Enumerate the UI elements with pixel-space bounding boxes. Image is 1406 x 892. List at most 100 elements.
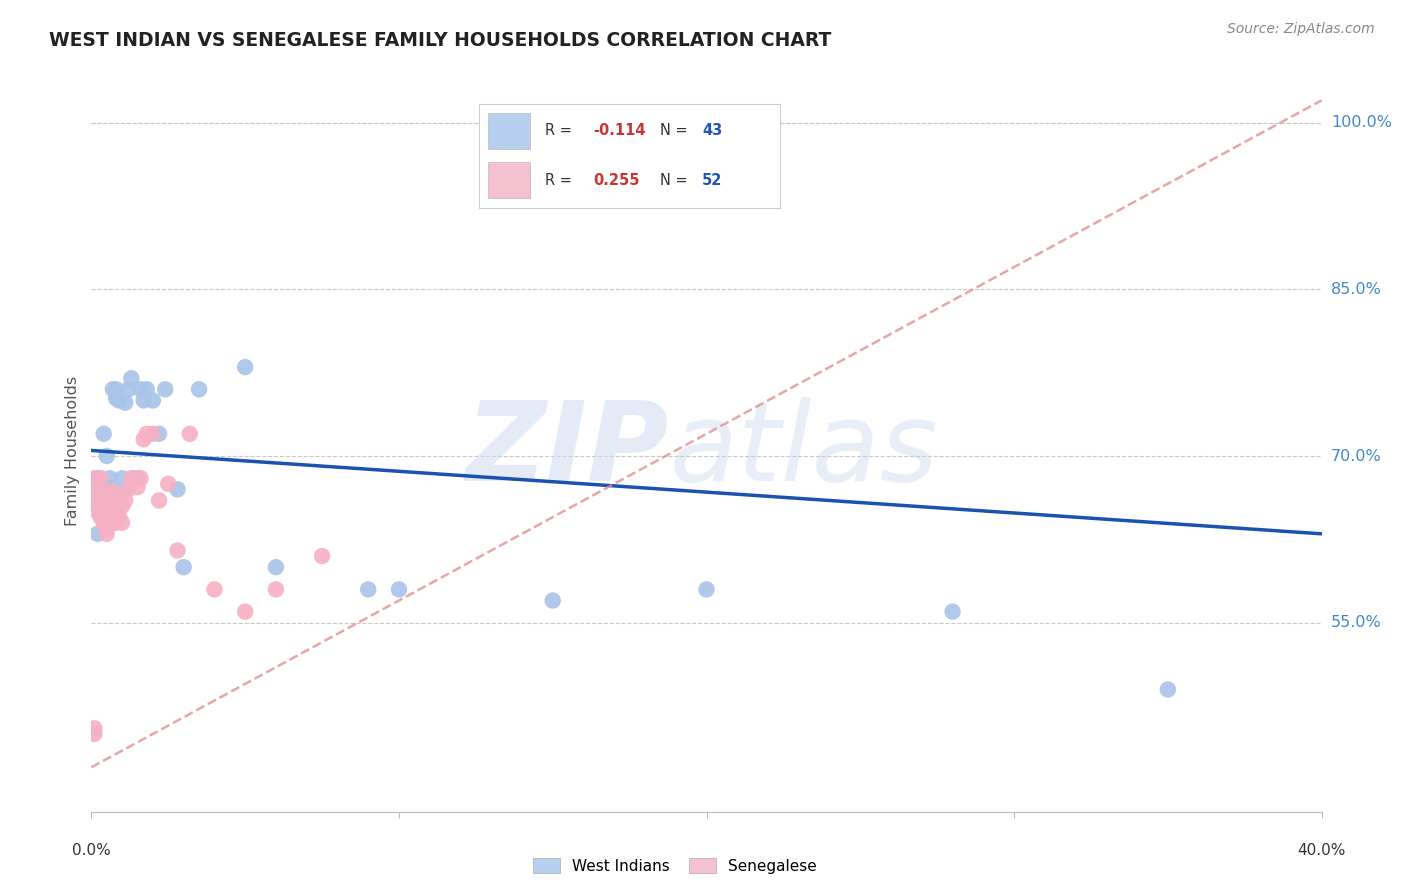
Text: Source: ZipAtlas.com: Source: ZipAtlas.com [1227,22,1375,37]
Point [311,549,333,563]
Point [124,471,146,485]
Point [83,471,105,485]
Point [101,507,124,521]
Point [98,493,121,508]
Point [83,722,105,736]
Point [202,582,225,597]
Point [117,483,139,497]
Text: 0.0%: 0.0% [72,843,111,858]
Point [96,499,118,513]
Point [98,516,121,530]
Text: atlas: atlas [669,397,938,504]
Point [86,526,108,541]
Point [98,484,121,499]
Point [142,393,165,408]
Point [166,483,188,497]
Point [388,582,411,597]
Point [153,382,177,396]
Text: 55.0%: 55.0% [1331,615,1382,631]
Point [86,493,108,508]
Point [93,426,115,441]
Point [233,360,256,375]
Point [111,484,134,499]
Point [90,505,112,519]
Point [90,488,112,502]
Point [129,471,152,485]
Point [96,449,118,463]
Point [86,505,108,519]
Point [173,560,195,574]
Point [96,510,118,524]
Point [696,582,718,597]
Point [86,493,108,508]
Point [105,493,127,508]
Point [101,493,124,508]
Point [108,393,131,408]
Point [101,516,124,530]
Point [233,605,256,619]
Point [111,499,134,513]
Point [114,395,136,409]
Point [357,582,380,597]
Legend: West Indians, Senegalese: West Indians, Senegalese [527,852,823,880]
Text: 85.0%: 85.0% [1331,282,1382,297]
Point [132,393,155,408]
Point [105,382,127,396]
Point [127,480,149,494]
Text: 70.0%: 70.0% [1331,449,1382,464]
Point [93,510,115,524]
Point [114,493,136,508]
Point [93,516,115,530]
Point [98,507,121,521]
Point [129,382,152,396]
Point [111,516,134,530]
Point [96,505,118,519]
Point [117,382,139,396]
Point [86,471,108,485]
Point [120,371,142,385]
Point [98,480,121,494]
Point [148,493,170,508]
Point [105,505,127,519]
Point [96,526,118,541]
Text: WEST INDIAN VS SENEGALESE FAMILY HOUSEHOLDS CORRELATION CHART: WEST INDIAN VS SENEGALESE FAMILY HOUSEHO… [49,31,831,50]
Text: 100.0%: 100.0% [1331,115,1392,130]
Point [96,521,118,535]
Point [108,510,131,524]
Point [127,471,149,485]
Point [101,483,124,497]
Point [135,382,157,396]
Point [166,543,188,558]
Point [132,433,155,447]
Point [135,426,157,441]
Point [101,382,124,396]
Point [83,727,105,741]
Point [111,471,134,485]
Point [120,471,142,485]
Point [83,493,105,508]
Point [101,496,124,510]
Point [108,499,131,513]
Point [541,593,564,607]
Point [93,488,115,502]
Point [90,483,112,497]
Point [105,516,127,530]
Point [90,510,112,524]
Y-axis label: Family Households: Family Households [65,376,80,525]
Point [83,483,105,497]
Point [148,426,170,441]
Point [96,480,118,494]
Point [98,496,121,510]
Point [157,476,180,491]
Text: ZIP: ZIP [467,397,669,504]
Point [1157,682,1180,697]
Point [96,488,118,502]
Point [101,484,124,499]
Point [83,483,105,497]
Point [188,382,211,396]
Point [90,471,112,485]
Point [90,471,112,485]
Point [105,391,127,405]
Point [942,605,965,619]
Text: 40.0%: 40.0% [1298,843,1346,858]
